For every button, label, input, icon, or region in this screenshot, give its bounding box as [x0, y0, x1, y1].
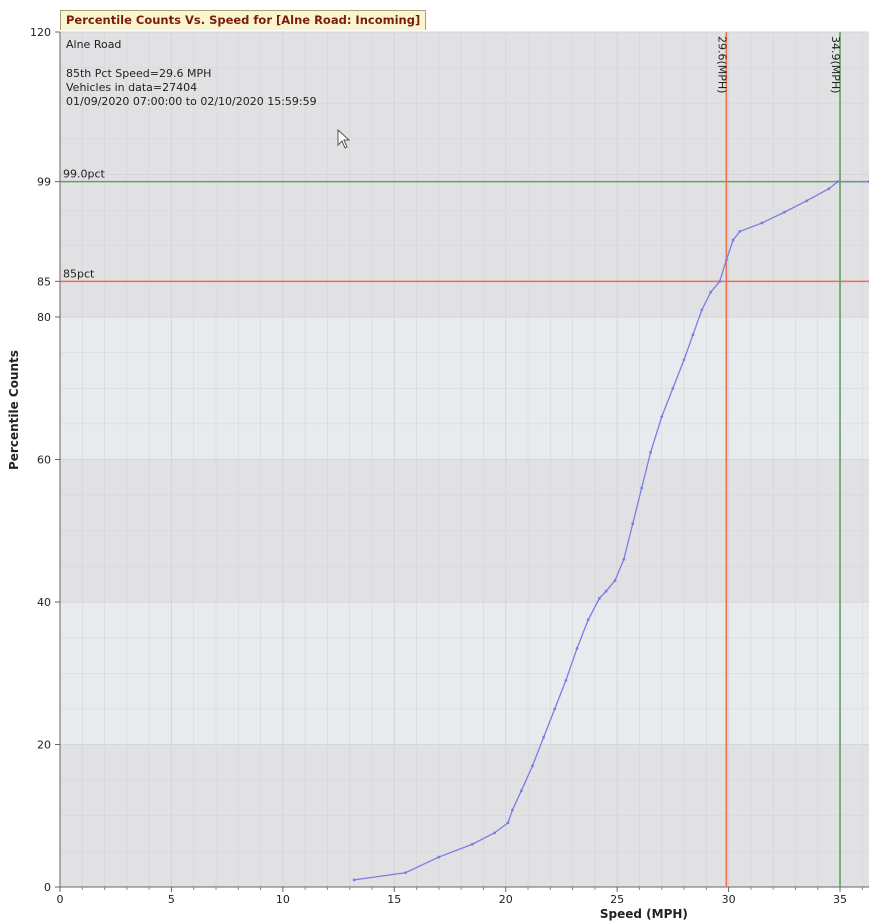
data-point	[760, 221, 764, 225]
data-point	[805, 199, 808, 203]
label-99pct: 99.0pct	[63, 168, 106, 181]
x-tick-label: 30	[722, 893, 736, 906]
x-tick-label: 20	[499, 893, 513, 906]
data-point	[738, 230, 742, 233]
location-label: Alne Road	[66, 38, 122, 51]
mouse-cursor-icon	[337, 129, 351, 149]
data-point	[564, 678, 568, 682]
data-point	[622, 557, 626, 561]
x-tick-label: 25	[610, 893, 624, 906]
y-tick-label: 60	[37, 454, 51, 467]
date-range-label: 01/09/2020 07:00:00 to 02/10/2020 15:59:…	[66, 95, 317, 108]
label-99-speed: 34.9(MPH)	[829, 36, 842, 93]
x-axis-label: Speed (MPH)	[600, 907, 688, 921]
y-axis-label: Percentile Counts	[7, 350, 21, 470]
data-point	[718, 279, 722, 283]
x-tick-label: 5	[168, 893, 175, 906]
data-point	[691, 333, 695, 337]
data-point	[511, 808, 514, 812]
data-point	[604, 589, 608, 593]
y-tick-label: 40	[37, 596, 51, 609]
label-85-speed: 29.6(MPH)	[715, 36, 728, 93]
data-point	[542, 735, 546, 739]
data-point	[553, 707, 557, 711]
data-point	[671, 386, 675, 390]
x-tick-label: 35	[833, 893, 847, 906]
data-point	[352, 878, 356, 882]
label-85pct: 85pct	[63, 267, 95, 280]
data-point	[827, 187, 831, 191]
data-point	[660, 415, 664, 419]
data-point	[597, 597, 601, 600]
data-point	[836, 180, 840, 184]
y-tick-label: 120	[30, 26, 51, 39]
data-point	[404, 871, 407, 875]
data-point	[631, 522, 635, 526]
data-point	[519, 789, 523, 793]
x-tick-label: 10	[276, 893, 290, 906]
data-point	[649, 450, 652, 454]
data-point	[575, 646, 579, 650]
y-tick-label: 99	[37, 176, 51, 189]
data-point	[731, 238, 735, 242]
data-point	[531, 764, 534, 768]
data-point	[709, 290, 713, 294]
data-point	[437, 855, 441, 859]
y-tick-label: 85	[37, 275, 51, 288]
chart-title: Percentile Counts Vs. Speed for [Alne Ro…	[60, 10, 427, 30]
data-point	[586, 618, 590, 622]
data-point	[470, 842, 474, 846]
pct85-speed-label: 85th Pct Speed=29.6 MPH	[66, 67, 212, 80]
data-point	[613, 579, 617, 583]
data-point	[493, 831, 496, 835]
y-tick-label: 80	[37, 311, 51, 324]
data-point	[640, 486, 644, 490]
x-tick-label: 0	[57, 893, 64, 906]
data-point	[782, 210, 786, 214]
data-point	[700, 308, 704, 312]
data-point	[506, 821, 510, 825]
data-point	[682, 358, 686, 362]
vehicle-count-label: Vehicles in data=27404	[66, 81, 198, 94]
x-tick-label: 15	[387, 893, 401, 906]
y-tick-label: 0	[44, 881, 51, 894]
data-point	[724, 258, 728, 262]
y-tick-label: 20	[37, 739, 51, 752]
